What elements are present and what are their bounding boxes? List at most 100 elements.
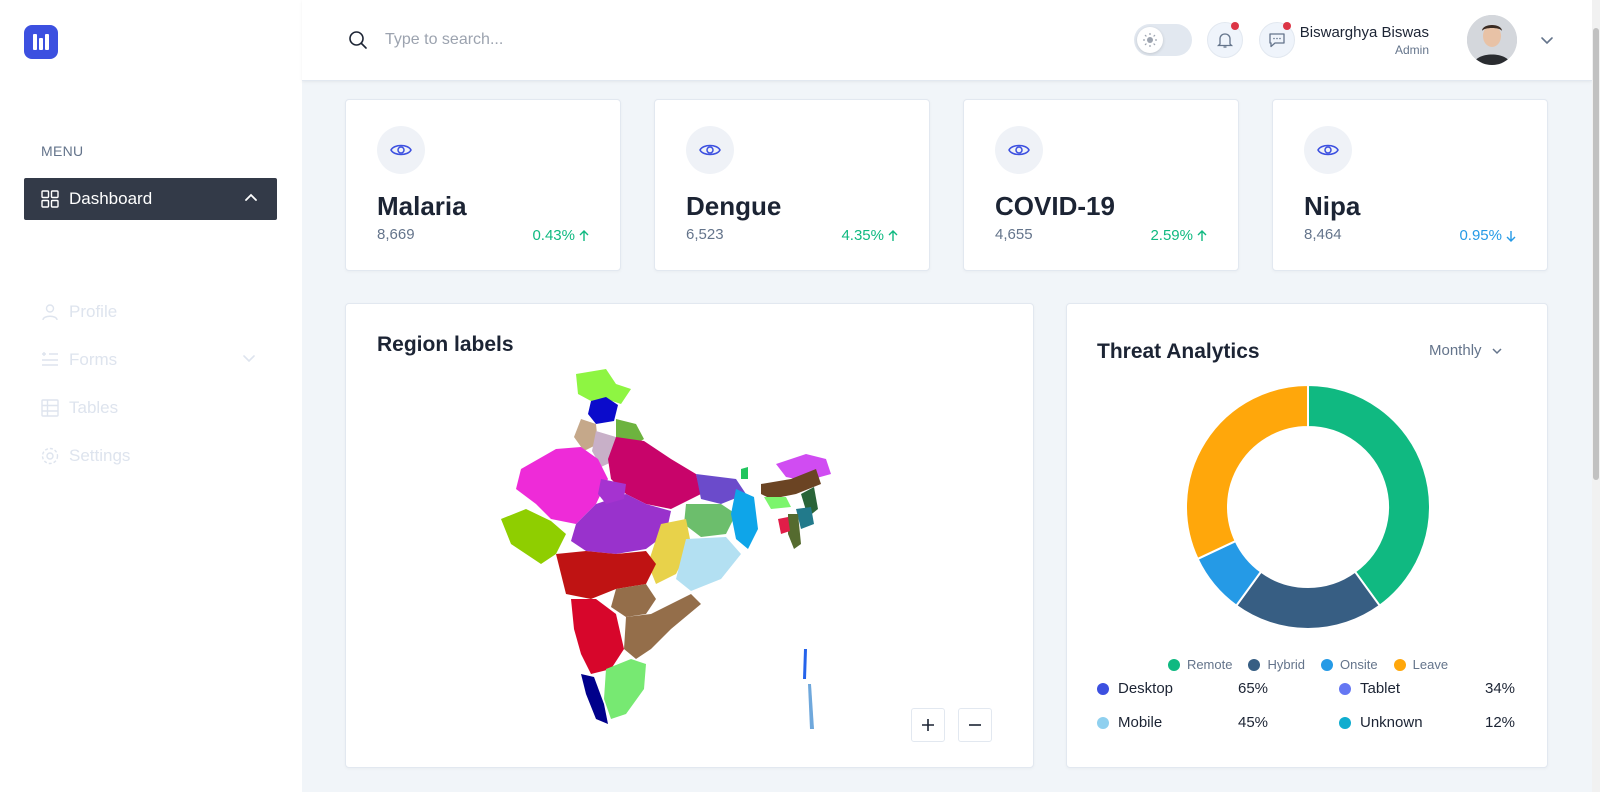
stat-change-value: 4.35% (841, 227, 884, 244)
region-rajasthan[interactable] (516, 447, 608, 524)
stat-change: 0.43% (532, 227, 590, 244)
region-mp-north[interactable] (598, 479, 626, 504)
region-west-bengal[interactable] (731, 489, 758, 549)
bell-icon (1216, 33, 1234, 48)
sidebar-item-settings[interactable]: Settings (41, 444, 130, 468)
sidebar-item-profile[interactable]: Profile (41, 300, 117, 324)
arrow-up-icon (1197, 229, 1207, 241)
region-tripura[interactable] (778, 517, 790, 534)
stat-change: 0.95% (1459, 227, 1517, 244)
chevron-down-icon (243, 355, 255, 363)
region-andaman[interactable] (803, 649, 807, 679)
legend-item-leave[interactable]: Leave (1393, 657, 1449, 672)
device-dot (1097, 716, 1109, 729)
legend-item-onsite[interactable]: Onsite (1321, 657, 1378, 672)
stat-change-value: 2.59% (1150, 227, 1193, 244)
region-himachal[interactable] (588, 397, 618, 424)
messages-button[interactable] (1259, 22, 1295, 58)
stat-change-value: 0.95% (1459, 227, 1502, 244)
eye-icon (390, 144, 412, 156)
scrollbar-thumb[interactable] (1593, 28, 1599, 480)
device-dot (1339, 716, 1351, 729)
stat-value: 4,655 (995, 226, 1033, 243)
minus-icon (969, 724, 981, 726)
sidebar: MENU Dashboard Profile Forms (0, 0, 302, 792)
toggle-knob (1137, 27, 1163, 53)
avatar[interactable] (1467, 15, 1517, 65)
region-gujarat[interactable] (501, 509, 566, 564)
sidebar-item-dashboard[interactable]: Dashboard (24, 178, 277, 220)
device-percent: 65% (1238, 680, 1269, 697)
donut-slice-leave[interactable] (1185, 384, 1309, 561)
india-map[interactable] (496, 359, 876, 739)
stat-title: COVID-19 (995, 191, 1115, 221)
region-mizoram[interactable] (788, 514, 801, 549)
region-kerala[interactable] (581, 674, 608, 724)
chevron-up-icon (245, 193, 257, 201)
device-label: Tablet (1360, 680, 1401, 697)
region-jammu-kashmir[interactable] (576, 369, 631, 404)
device-percent: 34% (1485, 680, 1516, 697)
sidebar-item-tables[interactable]: Tables (41, 396, 118, 420)
region-nagaland[interactable] (801, 487, 818, 517)
sidebar-item-forms[interactable]: Forms (41, 348, 255, 372)
stat-value: 6,523 (686, 226, 724, 243)
zoom-in-button[interactable] (911, 708, 945, 742)
region-uttar-pradesh[interactable] (608, 437, 701, 509)
region-odisha[interactable] (676, 537, 741, 591)
stat-title: Malaria (377, 191, 467, 221)
chevron-down-icon[interactable] (1538, 31, 1556, 49)
sidebar-item-label: Profile (69, 302, 118, 321)
region-maharashtra[interactable] (556, 551, 656, 599)
user-name[interactable]: Biswarghya Biswas (1299, 24, 1429, 41)
top-header: Biswarghya Biswas Admin (302, 0, 1592, 81)
region-telangana[interactable] (611, 584, 656, 617)
device-label: Desktop (1118, 680, 1174, 697)
stat-icon-wrapper (377, 126, 425, 174)
region-sikkim[interactable] (741, 467, 748, 479)
zoom-out-button[interactable] (958, 708, 992, 742)
stat-change-value: 0.43% (532, 227, 575, 244)
legend-item-remote[interactable]: Remote (1167, 657, 1233, 672)
region-karnataka[interactable] (571, 599, 624, 674)
region-meghalaya[interactable] (764, 497, 791, 509)
region-chhattisgarh[interactable] (648, 519, 691, 584)
donut-slice-remote[interactable] (1307, 384, 1431, 608)
legend-label: Leave (1412, 657, 1449, 672)
device-label: Mobile (1118, 714, 1163, 731)
stat-icon-wrapper (1304, 126, 1352, 174)
legend-dot (1248, 658, 1261, 671)
notification-button[interactable] (1207, 22, 1243, 58)
bar-chart-icon (33, 34, 49, 50)
legend-item-hybrid[interactable]: Hybrid (1248, 657, 1305, 672)
stat-card-dengue: Dengue 6,523 4.35% (654, 99, 930, 271)
dark-mode-toggle[interactable] (1134, 24, 1192, 56)
table-icon (41, 399, 59, 417)
stat-value: 8,464 (1304, 226, 1342, 243)
period-select[interactable]: Monthly (1429, 342, 1504, 359)
app-logo[interactable] (24, 25, 58, 59)
region-assam[interactable] (761, 469, 821, 499)
region-jharkhand[interactable] (684, 504, 736, 537)
sidebar-item-label: Dashboard (69, 189, 153, 208)
region-madhya-pradesh[interactable] (571, 494, 671, 554)
legend-label: Remote (1186, 657, 1233, 672)
stat-card-malaria: Malaria 8,669 0.43% (345, 99, 621, 271)
legend-dot (1321, 658, 1334, 671)
search-icon[interactable] (348, 30, 368, 50)
eye-icon (1317, 144, 1339, 156)
page-scrollbar[interactable] (1592, 0, 1600, 792)
region-bihar[interactable] (696, 474, 746, 504)
region-punjab[interactable] (574, 419, 598, 451)
gear-icon (41, 447, 59, 465)
period-select-value: Monthly (1429, 342, 1482, 359)
region-nicobar[interactable] (808, 684, 814, 729)
search-input[interactable] (385, 28, 685, 52)
region-tamil-nadu[interactable] (604, 659, 646, 719)
legend-dot (1167, 658, 1180, 671)
region-map-card: Region labels (345, 303, 1034, 768)
region-andhra-pradesh[interactable] (624, 594, 701, 659)
threat-donut-chart[interactable] (1185, 384, 1431, 630)
region-manipur[interactable] (796, 507, 814, 529)
donut-slice-hybrid[interactable] (1234, 570, 1382, 630)
